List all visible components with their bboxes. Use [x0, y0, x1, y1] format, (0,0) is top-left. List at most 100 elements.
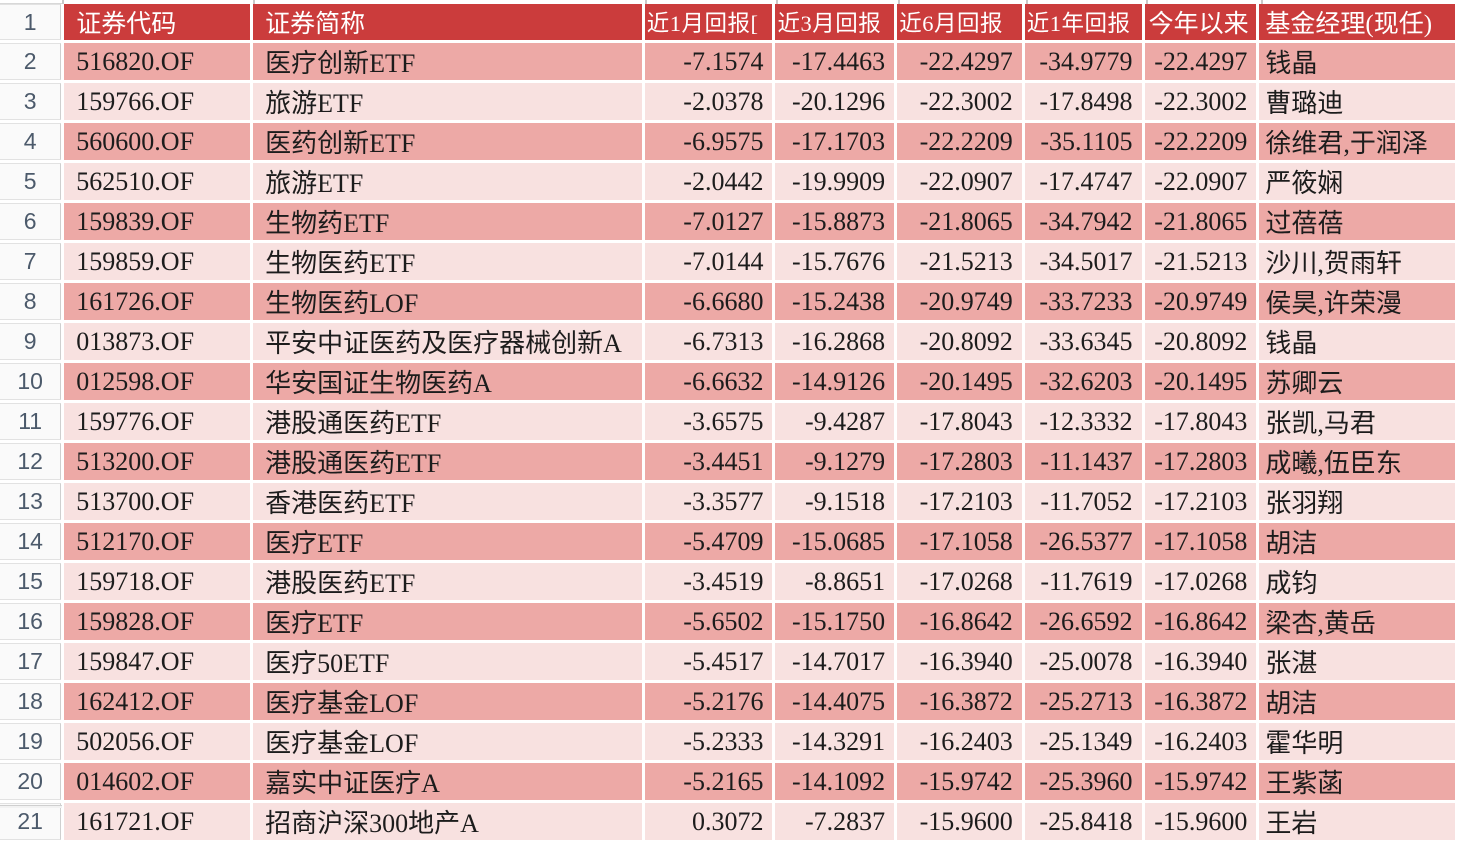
cell-security-name[interactable]: 医疗50ETF	[253, 643, 642, 680]
cell-return-ytd[interactable]: -15.9600	[1144, 803, 1257, 840]
cell-return-3m[interactable]: -15.2438	[775, 283, 895, 320]
cell-security-name[interactable]: 港股医药ETF	[253, 563, 642, 600]
cell-return-3m[interactable]: -15.8873	[775, 203, 895, 240]
row-number[interactable]: 7	[0, 243, 62, 280]
cell-return-6m[interactable]: -22.0907	[897, 163, 1022, 200]
cell-return-1m[interactable]: -6.6632	[644, 363, 773, 400]
cell-security-code[interactable]: 159718.OF	[64, 563, 251, 600]
cell-return-6m[interactable]: -22.2209	[897, 123, 1022, 160]
cell-security-code[interactable]: 562510.OF	[64, 163, 251, 200]
cell-security-code[interactable]: 159859.OF	[64, 243, 251, 280]
cell-return-ytd[interactable]: -16.3872	[1144, 683, 1257, 720]
cell-fund-manager[interactable]: 苏卿云	[1259, 363, 1455, 400]
cell-return-ytd[interactable]: -17.2103	[1144, 483, 1257, 520]
row-number[interactable]: 16	[0, 603, 62, 640]
cell-return-1m[interactable]: -2.0442	[644, 163, 773, 200]
cell-security-name[interactable]: 港股通医药ETF	[253, 403, 642, 440]
row-number[interactable]: 21	[0, 803, 62, 840]
cell-fund-manager[interactable]: 霍华明	[1259, 723, 1455, 760]
cell-return-6m[interactable]: -20.1495	[897, 363, 1022, 400]
cell-fund-manager[interactable]: 沙川,贺雨轩	[1259, 243, 1455, 280]
cell-return-1y[interactable]: -17.4747	[1024, 163, 1142, 200]
column-header-return-1m[interactable]: 近1月回报[	[644, 4, 773, 40]
cell-return-1y[interactable]: -25.0078	[1024, 643, 1142, 680]
cell-return-ytd[interactable]: -22.0907	[1144, 163, 1257, 200]
cell-security-code[interactable]: 162412.OF	[64, 683, 251, 720]
cell-return-1y[interactable]: -34.9779	[1024, 43, 1142, 80]
cell-return-1m[interactable]: -7.0144	[644, 243, 773, 280]
cell-return-ytd[interactable]: -17.2803	[1144, 443, 1257, 480]
row-number[interactable]: 13	[0, 483, 62, 520]
row-number[interactable]: 20	[0, 763, 62, 800]
cell-return-1m[interactable]: -5.2176	[644, 683, 773, 720]
cell-security-code[interactable]: 502056.OF	[64, 723, 251, 760]
cell-return-ytd[interactable]: -20.8092	[1144, 323, 1257, 360]
cell-return-ytd[interactable]: -22.4297	[1144, 43, 1257, 80]
cell-return-1m[interactable]: -5.6502	[644, 603, 773, 640]
cell-security-name[interactable]: 港股通医药ETF	[253, 443, 642, 480]
cell-fund-manager[interactable]: 徐维君,于润泽	[1259, 123, 1455, 160]
cell-fund-manager[interactable]: 王紫菡	[1259, 763, 1455, 800]
cell-return-1y[interactable]: -34.5017	[1024, 243, 1142, 280]
cell-fund-manager[interactable]: 王岩	[1259, 803, 1455, 840]
cell-security-name[interactable]: 旅游ETF	[253, 163, 642, 200]
cell-fund-manager[interactable]: 钱晶	[1259, 43, 1455, 80]
cell-return-1y[interactable]: -11.7619	[1024, 563, 1142, 600]
cell-return-1m[interactable]: -7.0127	[644, 203, 773, 240]
cell-fund-manager[interactable]: 张湛	[1259, 643, 1455, 680]
cell-return-6m[interactable]: -17.1058	[897, 523, 1022, 560]
cell-return-1m[interactable]: -3.3577	[644, 483, 773, 520]
row-number[interactable]: 2	[0, 43, 62, 80]
cell-return-3m[interactable]: -8.8651	[775, 563, 895, 600]
cell-return-1y[interactable]: -25.8418	[1024, 803, 1142, 840]
row-number[interactable]: 3	[0, 83, 62, 120]
cell-return-1m[interactable]: -6.7313	[644, 323, 773, 360]
cell-return-3m[interactable]: -14.4075	[775, 683, 895, 720]
cell-security-name[interactable]: 医疗基金LOF	[253, 723, 642, 760]
row-number[interactable]: 11	[0, 403, 62, 440]
row-number[interactable]: 8	[0, 283, 62, 320]
cell-security-code[interactable]: 512170.OF	[64, 523, 251, 560]
column-header-security-name[interactable]: 证券简称	[253, 4, 642, 40]
cell-return-6m[interactable]: -17.8043	[897, 403, 1022, 440]
cell-return-6m[interactable]: -16.3940	[897, 643, 1022, 680]
cell-return-1m[interactable]: -6.9575	[644, 123, 773, 160]
cell-return-3m[interactable]: -20.1296	[775, 83, 895, 120]
cell-return-1y[interactable]: -26.5377	[1024, 523, 1142, 560]
cell-return-1m[interactable]: -3.4519	[644, 563, 773, 600]
cell-security-code[interactable]: 014602.OF	[64, 763, 251, 800]
cell-return-6m[interactable]: -17.0268	[897, 563, 1022, 600]
cell-security-code[interactable]: 159776.OF	[64, 403, 251, 440]
cell-return-3m[interactable]: -15.1750	[775, 603, 895, 640]
cell-return-1m[interactable]: -5.2165	[644, 763, 773, 800]
cell-return-ytd[interactable]: -22.3002	[1144, 83, 1257, 120]
cell-return-6m[interactable]: -22.3002	[897, 83, 1022, 120]
cell-security-code[interactable]: 159766.OF	[64, 83, 251, 120]
cell-fund-manager[interactable]: 张凯,马君	[1259, 403, 1455, 440]
column-header-security-code[interactable]: 证券代码	[64, 4, 251, 40]
cell-security-code[interactable]: 513700.OF	[64, 483, 251, 520]
cell-security-code[interactable]: 159847.OF	[64, 643, 251, 680]
cell-security-name[interactable]: 医疗ETF	[253, 523, 642, 560]
cell-return-1y[interactable]: -11.1437	[1024, 443, 1142, 480]
cell-return-3m[interactable]: -15.0685	[775, 523, 895, 560]
cell-return-3m[interactable]: -7.2837	[775, 803, 895, 840]
cell-security-name[interactable]: 招商沪深300地产A	[253, 803, 642, 840]
row-number[interactable]: 4	[0, 123, 62, 160]
cell-fund-manager[interactable]: 曹璐迪	[1259, 83, 1455, 120]
cell-return-ytd[interactable]: -17.8043	[1144, 403, 1257, 440]
cell-return-1y[interactable]: -12.3332	[1024, 403, 1142, 440]
cell-return-ytd[interactable]: -22.2209	[1144, 123, 1257, 160]
cell-security-code[interactable]: 161726.OF	[64, 283, 251, 320]
cell-security-code[interactable]: 161721.OF	[64, 803, 251, 840]
cell-fund-manager[interactable]: 过蓓蓓	[1259, 203, 1455, 240]
cell-return-3m[interactable]: -9.1279	[775, 443, 895, 480]
cell-security-name[interactable]: 华安国证生物医药A	[253, 363, 642, 400]
cell-security-code[interactable]: 516820.OF	[64, 43, 251, 80]
cell-return-6m[interactable]: -16.2403	[897, 723, 1022, 760]
cell-return-6m[interactable]: -15.9600	[897, 803, 1022, 840]
cell-fund-manager[interactable]: 梁杏,黄岳	[1259, 603, 1455, 640]
cell-return-1y[interactable]: -33.6345	[1024, 323, 1142, 360]
cell-return-6m[interactable]: -17.2803	[897, 443, 1022, 480]
cell-return-1y[interactable]: -33.7233	[1024, 283, 1142, 320]
